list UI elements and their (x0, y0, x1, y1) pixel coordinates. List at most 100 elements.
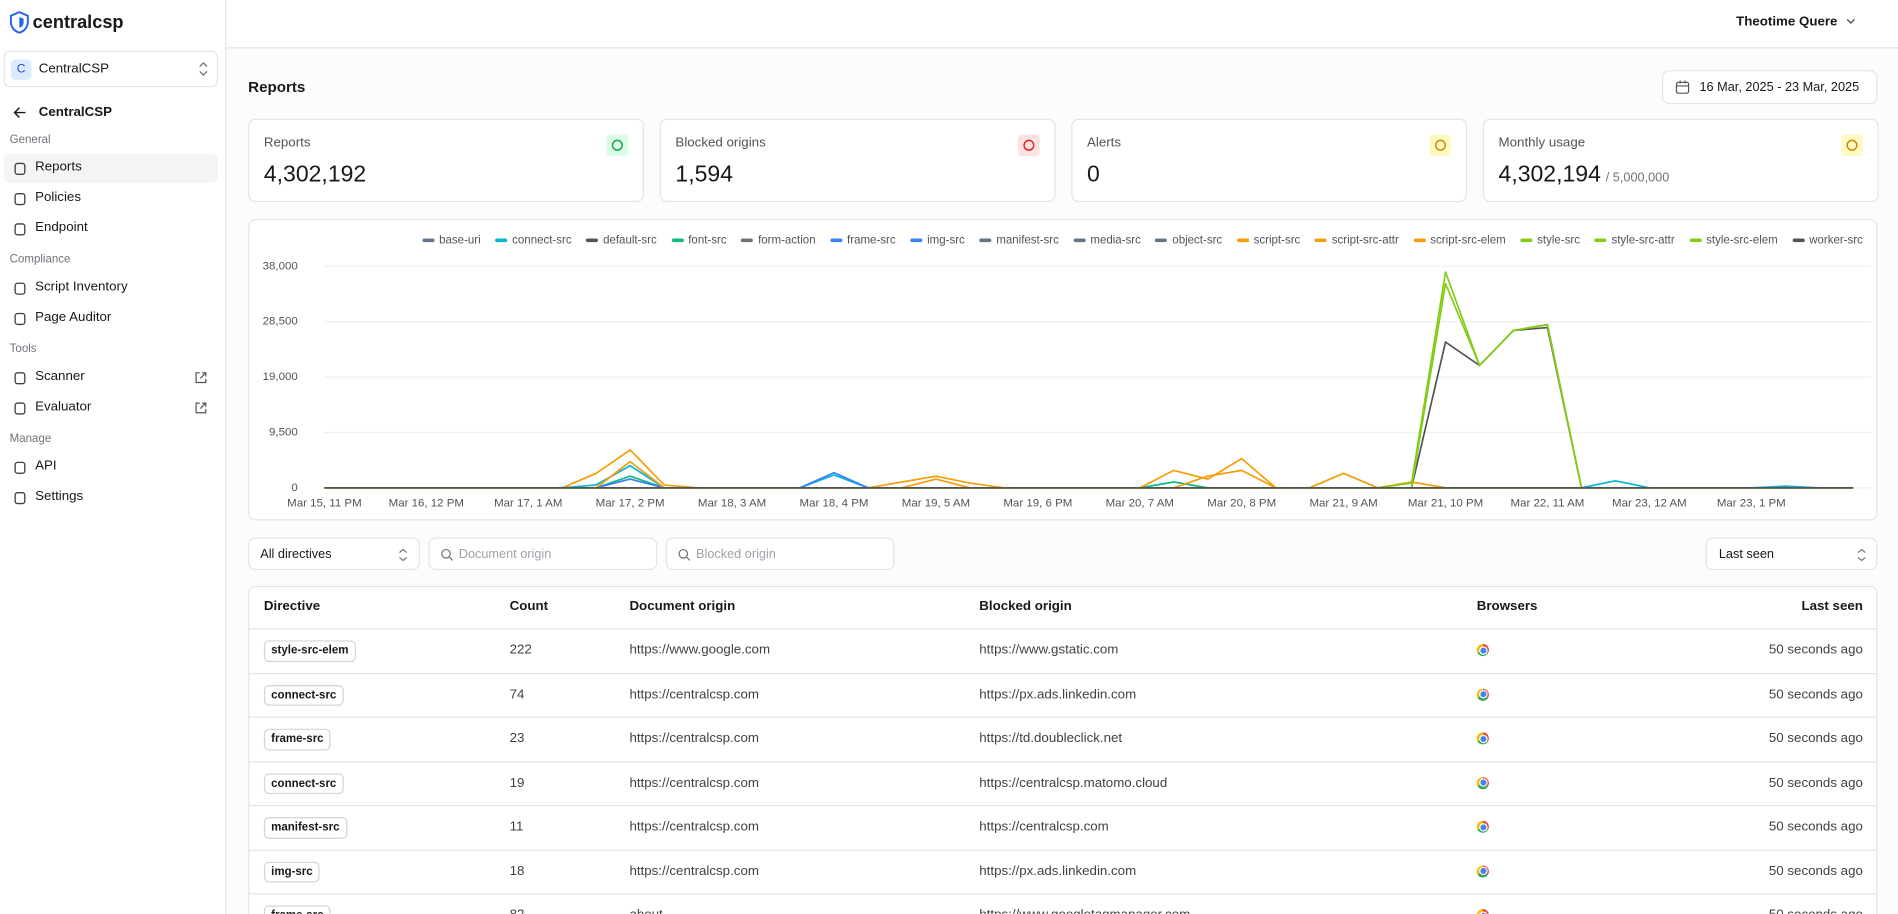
row-divider (249, 893, 1876, 894)
cell: 18 (510, 865, 525, 878)
cell: https://centralcsp.com (629, 821, 759, 834)
column-header[interactable]: Directive (264, 600, 320, 613)
stat-card: Alerts0 (1071, 119, 1467, 203)
icon-bg (606, 134, 628, 156)
blocked-origin-input[interactable]: Blocked origin (666, 537, 895, 570)
x-tick-label: Mar 17, 2 PM (596, 498, 665, 510)
cell: https://centralcsp.com (629, 688, 759, 701)
cell: https://centralcsp.com (629, 865, 759, 878)
nav-icon (13, 282, 26, 295)
document-origin-input[interactable]: Document origin (429, 537, 658, 570)
icon-shape (15, 462, 25, 473)
nav-item[interactable]: Endpoint (35, 222, 88, 235)
nav-item[interactable]: Evaluator (35, 401, 91, 414)
back-link[interactable]: CentralCSP (39, 107, 112, 120)
directive-badge: connect-src (264, 685, 344, 706)
nav-icon (13, 402, 26, 415)
column-header[interactable]: Count (510, 600, 548, 613)
cell: 50 seconds ago (1769, 644, 1863, 657)
x-tick-label: Mar 18, 3 AM (698, 498, 766, 510)
icon-shape (15, 194, 25, 205)
nav-item[interactable]: Page Auditor (35, 311, 111, 324)
stat-value: 0 (1087, 162, 1100, 187)
x-tick-label: Mar 21, 9 AM (1309, 498, 1377, 510)
back-arrow[interactable] (13, 107, 26, 119)
search-icon (441, 548, 454, 561)
user-menu[interactable]: Theotime Quere (1736, 16, 1837, 29)
icon-shape (15, 493, 25, 504)
nav-icon (13, 192, 26, 205)
icon-bg (1841, 134, 1863, 156)
directive-badge: frame-src (264, 729, 331, 750)
external-icon[interactable] (195, 402, 207, 414)
x-tick-label: Mar 23, 1 PM (1717, 498, 1786, 510)
nav-section-title: Tools (10, 344, 37, 355)
nav-item[interactable]: Scanner (35, 370, 85, 383)
browser-icon (1477, 777, 1489, 789)
chevrons (398, 548, 408, 561)
directive-badge: style-src-elem (264, 640, 356, 661)
chart: 0 9,500 19,000 28,500 38,000 Mar 15, 11 PM Mar… (249, 220, 1878, 521)
y-tick-label: 28,500 (263, 316, 298, 328)
icon-shape (15, 163, 25, 174)
icon-shape (196, 373, 206, 383)
stat-value: 4,302,194 (1499, 162, 1601, 187)
column-header[interactable]: Document origin (629, 600, 735, 613)
nav-item[interactable]: Script Inventory (35, 281, 128, 294)
directive-badge: connect-src (264, 773, 344, 794)
page-title: Reports (248, 80, 305, 95)
org-name: CentralCSP (39, 63, 109, 76)
x-tick-label: Mar 15, 11 PM (287, 498, 361, 510)
y-tick-label: 9,500 (269, 426, 298, 438)
y-tick-label: 0 (291, 482, 297, 494)
browser-icon-center (1480, 647, 1486, 653)
nav-section-title: Manage (10, 433, 52, 444)
sort-select[interactable]: Last seen (1706, 537, 1878, 570)
nav-item[interactable]: Policies (35, 191, 81, 204)
topbar: Theotime Quere (226, 0, 1898, 48)
x-tick-label: Mar 19, 5 AM (902, 498, 970, 510)
date-picker[interactable]: 16 Mar, 2025 - 23 Mar, 2025 (1662, 70, 1877, 104)
nav-item[interactable]: Reports (35, 161, 82, 174)
column-header[interactable]: Last seen (1801, 600, 1862, 613)
cell: 50 seconds ago (1769, 732, 1863, 745)
brand: centralcsp (33, 13, 124, 31)
stat-value: 1,594 (675, 162, 733, 187)
nav-item[interactable]: Settings (35, 490, 83, 503)
sort-select-text: Last seen (1719, 548, 1774, 561)
y-tick-label: 19,000 (263, 371, 298, 383)
icon-shape (15, 224, 25, 235)
nav-item[interactable]: API (35, 460, 56, 473)
directive-select[interactable]: All directives (248, 537, 420, 570)
column-header[interactable]: Browsers (1477, 600, 1538, 613)
cell: https://centralcsp.com (629, 777, 759, 790)
chart-card: base-uriconnect-srcdefault-srcfont-srcfo… (248, 219, 1877, 520)
cell: 50 seconds ago (1769, 865, 1863, 878)
column-header[interactable]: Blocked origin (979, 600, 1071, 613)
nav-icon (13, 312, 26, 325)
placeholder: Blocked origin (696, 548, 776, 561)
browser-icon-center (1480, 868, 1486, 874)
cell: https://centralcsp.com (979, 821, 1109, 834)
icon-bg (1018, 134, 1040, 156)
stat-icon (1018, 134, 1040, 156)
browser-icon-center (1480, 735, 1486, 741)
external-icon[interactable] (195, 372, 207, 384)
x-tick-label: Mar 22, 11 AM (1511, 498, 1585, 510)
directive-select-text: All directives (260, 548, 331, 561)
x-tick-label: Mar 18, 4 PM (800, 498, 869, 510)
org-select[interactable]: C CentralCSP (4, 51, 218, 87)
nav-section-title: Compliance (10, 254, 71, 265)
x-tick-label: Mar 16, 12 PM (389, 498, 464, 510)
calendar-icon (1675, 80, 1690, 95)
stat-value-row: 4,302,192 (264, 163, 366, 186)
cell: 19 (510, 777, 525, 790)
browser-icon (1477, 865, 1489, 877)
directive-badge: frame-src (264, 905, 331, 913)
cell: https://centralcsp.matomo.cloud (979, 777, 1167, 790)
browser-icon (1477, 909, 1489, 914)
y-tick-label: 38,000 (263, 260, 298, 272)
browser-icon (1477, 821, 1489, 833)
icon-shape (15, 314, 25, 325)
